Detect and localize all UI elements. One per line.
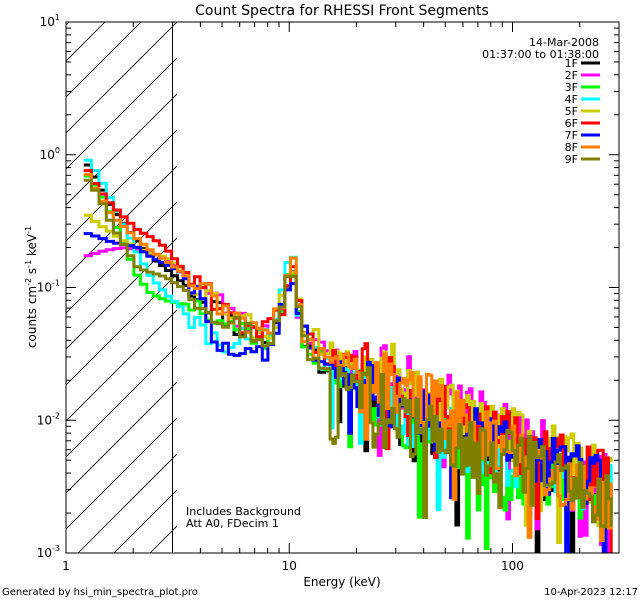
series-9F [83, 178, 613, 529]
hatch-line [66, 381, 177, 494]
hatch-line [66, 345, 177, 458]
hatch-line [66, 237, 177, 350]
x-tick-label: 100 [501, 559, 524, 573]
legend-label-7F: 7F [565, 129, 578, 142]
legend-label-2F: 2F [565, 69, 578, 82]
hatch-line [66, 22, 177, 134]
chart-title: Count Spectra for RHESSI Front Segments [195, 3, 489, 19]
y-tick-label: 10-1 [37, 279, 60, 295]
y-axis-label: counts cm-2 s-1 keV-1 [24, 226, 39, 348]
x-tick-label: 10 [282, 559, 297, 573]
x-tick-label: 1 [62, 559, 70, 573]
y-axis: 101 100 10-1 10-2 10-3 [37, 13, 619, 560]
time-range-label: 01:37:00 to 01:38:00 [482, 48, 599, 61]
series-layer [83, 158, 613, 553]
y-tick-label: 10-2 [37, 411, 60, 427]
legend-label-4F: 4F [565, 93, 578, 106]
annotation-attenuator: Att A0, FDecim 1 [186, 517, 279, 530]
legend-label-8F: 8F [565, 141, 578, 154]
x-axis-label: Energy (keV) [303, 575, 380, 589]
footer-generated-by: Generated by hsi_min_spectra_plot.pro [2, 587, 198, 598]
legend-label-5F: 5F [565, 105, 578, 118]
annotation-background: Includes Background [186, 505, 301, 518]
legend-label-9F: 9F [565, 153, 578, 166]
y-tick-label: 101 [40, 13, 60, 29]
footer-date: 10-Apr-2023 12:17 [544, 587, 638, 598]
y-tick-label: 10-3 [37, 544, 60, 560]
hatch-line [66, 417, 177, 530]
hatch-line [66, 22, 106, 62]
y-tick-label: 100 [40, 146, 60, 162]
date-label: 14-Mar-2008 [529, 36, 599, 49]
legend-label-3F: 3F [565, 81, 578, 94]
x-axis: 1 10 100 [62, 22, 620, 573]
hatch-line [66, 22, 142, 98]
legend-label-1F: 1F [565, 57, 578, 70]
legend-label-6F: 6F [565, 117, 578, 130]
